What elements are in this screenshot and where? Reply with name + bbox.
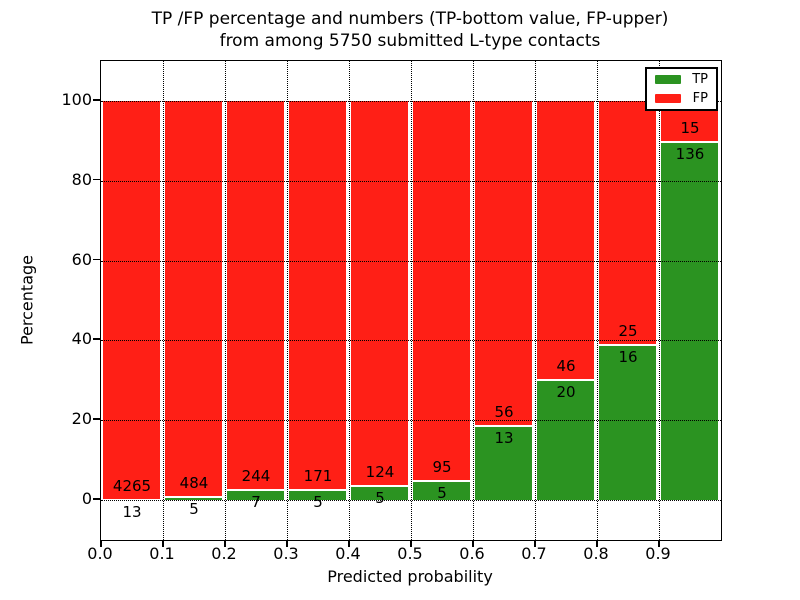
- bar-segment-tp: [536, 379, 594, 500]
- legend: TP FP: [645, 67, 718, 111]
- legend-item-tp: TP: [655, 72, 708, 87]
- bar-segment-tp: [598, 344, 656, 500]
- x-axis-label: Predicted probability: [327, 567, 493, 586]
- fp-count-label: 25: [618, 322, 638, 341]
- x-tick-mark: [162, 540, 164, 547]
- bar-segment-tp: [350, 484, 408, 500]
- bar-segment-fp: [102, 101, 160, 499]
- y-tick-mark: [93, 258, 100, 261]
- gridline-vertical: [659, 61, 660, 540]
- fp-swatch-icon: [655, 94, 681, 103]
- legend-label-tp: TP: [692, 72, 708, 87]
- bar-segment-fp: [350, 101, 408, 485]
- y-tick-mark: [93, 418, 100, 420]
- x-tick-label: 0.7: [521, 544, 547, 563]
- tp-count-label: 5: [313, 492, 323, 511]
- tp-count-label: 13: [122, 502, 142, 521]
- x-tick-label: 0.4: [335, 544, 361, 563]
- bar-segment-tp: [288, 488, 346, 500]
- y-tick-mark: [93, 338, 100, 340]
- fp-count-label: 484: [179, 473, 209, 492]
- bar-segment-tp: [660, 140, 718, 500]
- gridline-vertical: [411, 61, 412, 540]
- fp-count-label: 95: [432, 458, 452, 477]
- bar-segment-fp: [412, 101, 470, 481]
- x-tick-mark: [410, 540, 412, 547]
- chart-title-line2: from among 5750 submitted L-type contact…: [219, 31, 601, 51]
- y-tick-label: 0: [81, 489, 92, 508]
- fp-count-label: 171: [303, 466, 333, 485]
- fp-count-label: 124: [365, 462, 395, 481]
- tp-count-label: 136: [675, 144, 705, 163]
- x-tick-mark: [286, 540, 288, 547]
- tp-count-label: 13: [494, 428, 514, 447]
- y-tick-label: 40: [71, 329, 92, 349]
- x-tick-label: 0.2: [211, 544, 237, 563]
- tp-count-label: 20: [556, 383, 576, 402]
- y-tick-mark: [93, 99, 100, 101]
- x-tick-mark: [658, 540, 660, 547]
- bar-segment-fp: [288, 101, 346, 489]
- y-tick-label: 80: [71, 169, 92, 189]
- x-tick-mark: [596, 540, 598, 547]
- x-tick-mark: [224, 540, 226, 547]
- bar-segment-fp: [226, 101, 284, 489]
- y-tick-mark: [93, 498, 100, 500]
- gridline-vertical: [225, 61, 226, 540]
- legend-item-fp: FP: [655, 91, 708, 106]
- plot-area: 4265 13 484 5 244 7 171 5 124 5 95 5 56 13 46 20 25 16 15 1…: [100, 60, 722, 541]
- x-tick-label: 0.8: [583, 544, 609, 563]
- bar-segment-tp: [164, 495, 222, 500]
- y-tick-mark: [93, 178, 100, 181]
- tp-count-label: 5: [375, 488, 385, 507]
- x-tick-label: 0.6: [459, 544, 485, 563]
- chart-title: TP /FP percentage and numbers (TP-bottom…: [10, 8, 800, 52]
- bar-segment-fp: [536, 101, 594, 380]
- x-tick-label: 0.3: [273, 544, 299, 563]
- x-tick-label: 0.9: [645, 544, 671, 563]
- bar-segment-tp: [412, 480, 470, 500]
- y-tick-label: 20: [71, 409, 92, 429]
- bar-segment-tp: [102, 498, 160, 501]
- tp-count-label: 5: [437, 484, 447, 503]
- gridline-vertical: [163, 61, 164, 540]
- fp-count-label: 244: [241, 466, 271, 485]
- bar-segment-fp: [164, 101, 222, 496]
- x-tick-label: 0.5: [397, 544, 423, 563]
- y-tick-label: 100: [61, 90, 92, 109]
- gridline-vertical: [473, 61, 474, 540]
- y-tick-label: 60: [71, 249, 92, 269]
- fp-count-label: 15: [680, 118, 700, 137]
- x-tick-mark: [534, 540, 536, 547]
- fp-count-label: 4265: [112, 476, 152, 495]
- bar-segment-fp: [474, 101, 532, 425]
- bar-segment-fp: [598, 101, 656, 345]
- fp-count-label: 56: [494, 402, 514, 421]
- gridline-vertical: [287, 61, 288, 540]
- legend-label-fp: FP: [692, 91, 708, 106]
- chart-title-line1: TP /FP percentage and numbers (TP-bottom…: [151, 9, 669, 29]
- x-tick-mark: [472, 540, 474, 547]
- gridline-vertical: [535, 61, 536, 540]
- bar-segment-tp: [474, 424, 532, 500]
- gridline-vertical: [597, 61, 598, 540]
- tp-swatch-icon: [655, 75, 681, 84]
- x-tick-mark: [348, 540, 350, 547]
- fp-count-label: 46: [556, 357, 576, 376]
- tp-count-label: 7: [251, 492, 261, 511]
- x-tick-label: 0.0: [87, 544, 113, 563]
- bar-segment-tp: [226, 488, 284, 500]
- tp-count-label: 5: [189, 499, 199, 518]
- tp-count-label: 16: [618, 348, 638, 367]
- gridline-vertical: [349, 61, 350, 540]
- x-tick-label: 0.1: [149, 544, 175, 563]
- x-tick-mark: [100, 540, 102, 547]
